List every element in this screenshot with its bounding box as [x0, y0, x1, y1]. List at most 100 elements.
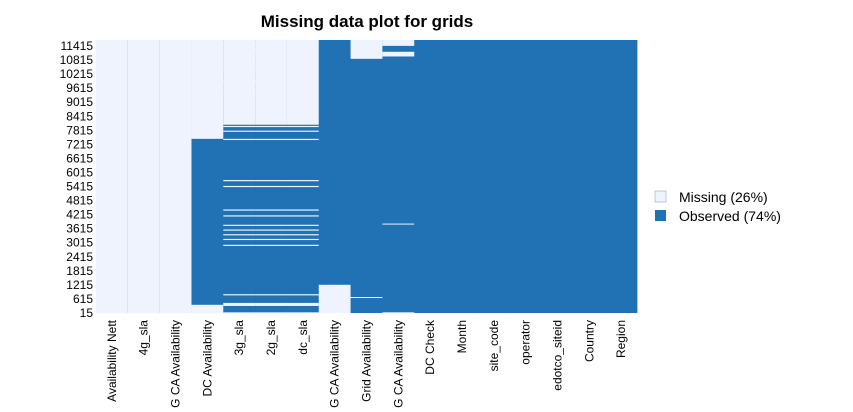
missing-band-2g-ca-availability	[382, 223, 415, 225]
missing-band-dc-sla	[286, 229, 320, 231]
column-observed-country	[573, 40, 606, 313]
x-tick-label: Region	[614, 320, 628, 358]
missing-band-dc-availability	[191, 40, 224, 139]
y-tick-label: 4215	[66, 208, 93, 222]
y-tick-label: 11415	[61, 39, 94, 53]
missing-band-3g-sla	[223, 234, 256, 236]
column-observed-grid-availability	[350, 40, 383, 313]
missing-band-2g-sla	[255, 40, 288, 125]
missing-band-3g-sla	[223, 302, 256, 306]
legend-label-observed: Observed (74%)	[679, 208, 781, 224]
missing-band-3g-sla	[223, 244, 256, 246]
missing-band-2g-sla	[255, 130, 288, 132]
x-tick-label: Grid Availability	[360, 320, 374, 402]
y-tick-label: 7815	[66, 123, 93, 137]
y-tick-label: 9015	[66, 95, 93, 109]
missing-band-3g-sla	[223, 215, 256, 217]
missing-band-3g-sla	[223, 180, 256, 182]
y-tick-label: 10815	[60, 53, 94, 67]
x-tick-label: site_code	[487, 320, 501, 372]
column-observed-3g-ca-availability	[318, 40, 351, 313]
missing-band-2g-sla	[255, 125, 288, 128]
missing-band-2g-sla	[255, 244, 288, 246]
x-tick-label: G CA Availability	[391, 320, 405, 408]
missing-band-dc-sla	[286, 238, 320, 241]
y-tick-label: 3615	[66, 222, 93, 236]
missing-band-3g-ca-availability	[318, 284, 351, 313]
x-tick-label: 4g_sla	[137, 320, 151, 356]
missing-band-3g-sla	[223, 125, 256, 128]
chart-title: Missing data plot for grids	[261, 12, 474, 31]
y-tick-label: 9615	[66, 81, 93, 95]
x-tick-label: DC Check	[423, 319, 437, 375]
missing-band-2g-sla	[255, 294, 288, 296]
column-observed-dc-check	[414, 40, 447, 313]
y-tick-label: 5415	[66, 180, 93, 194]
column-observed-site-code	[477, 40, 511, 313]
column-observed-edotco-siteid	[541, 40, 574, 313]
column-observed-region	[605, 40, 638, 313]
x-tick-label: DC Availability	[200, 320, 214, 396]
legend-label-missing: Missing (26%)	[679, 189, 768, 205]
legend: Missing (26%) Observed (74%)	[654, 189, 781, 224]
column-observed-operator	[509, 40, 542, 313]
missing-band-2g-ca-availability	[382, 51, 415, 57]
missing-band-3g-sla	[223, 130, 256, 132]
missing-band-2g-sla	[255, 234, 288, 236]
y-tick-label: 15	[80, 306, 94, 320]
missing-band-2g-sla	[255, 229, 288, 231]
missing-band-2g-sla	[255, 180, 288, 182]
missing-band-dc-sla	[286, 185, 320, 188]
x-tick-label: 3g_sla	[232, 320, 246, 356]
missing-band-dc-sla	[286, 302, 320, 306]
missing-band-2g-sla	[255, 209, 288, 211]
x-tick-label: edotco_siteid	[550, 320, 564, 391]
heatmap-area	[96, 40, 638, 314]
missing-band-grid-availability	[350, 297, 383, 299]
missing-band-2g-sla	[255, 138, 288, 141]
missing-band-3g-sla	[223, 209, 256, 211]
missing-band-2g-sla	[255, 215, 288, 217]
x-tick-label: Availability Nett	[105, 319, 119, 401]
missing-band-dc-sla	[286, 125, 320, 128]
x-tick-label: operator	[519, 320, 533, 365]
missing-band-2g-sla	[255, 312, 288, 314]
missing-band-3g-sla	[223, 294, 256, 296]
missing-band-dc-sla	[286, 40, 320, 125]
y-tick-label: 8415	[66, 109, 93, 123]
missing-band-dc-sla	[286, 130, 320, 132]
missing-band-3g-sla	[223, 224, 256, 226]
missing-band-dc-sla	[286, 234, 320, 236]
y-tick-label: 615	[73, 292, 93, 306]
missing-band-3g-sla	[223, 312, 256, 314]
missing-band-2g-sla	[255, 302, 288, 306]
missing-band-4g-sla	[127, 40, 161, 313]
y-tick-label: 1215	[66, 278, 93, 292]
missing-band-2g-ca-availability	[382, 40, 415, 46]
y-tick-label: 2415	[66, 250, 93, 264]
missing-band-2g-sla	[255, 238, 288, 241]
y-tick-label: 6015	[66, 165, 93, 179]
missing-band-3g-sla	[223, 229, 256, 231]
x-tick-label: dc_sla	[296, 320, 310, 355]
missing-band-dc-sla	[286, 209, 320, 211]
legend-swatch-missing	[654, 190, 667, 203]
missing-band-dc-availability	[191, 304, 224, 313]
column-observed-month	[446, 40, 479, 313]
missing-band-3g-sla	[223, 138, 256, 141]
y-tick-label: 6615	[66, 151, 93, 165]
missing-band-dc-sla	[286, 215, 320, 217]
missing-band-dc-sla	[286, 244, 320, 246]
missing-band-2g-sla	[255, 185, 288, 188]
missing-band-dc-sla	[286, 312, 320, 314]
y-tick-label: 10215	[60, 67, 94, 81]
x-axis-ticks: Availability Nett 4g_sla G CA Availability…	[105, 319, 628, 408]
missing-band-availability-nett	[96, 40, 129, 313]
x-tick-label: Month	[455, 320, 469, 353]
y-tick-label: 3015	[66, 236, 93, 250]
missing-band-3g-sla	[223, 40, 256, 125]
x-tick-label: Country	[582, 320, 596, 362]
missing-band-grid-availability	[350, 40, 383, 59]
y-tick-label: 1815	[66, 264, 93, 278]
